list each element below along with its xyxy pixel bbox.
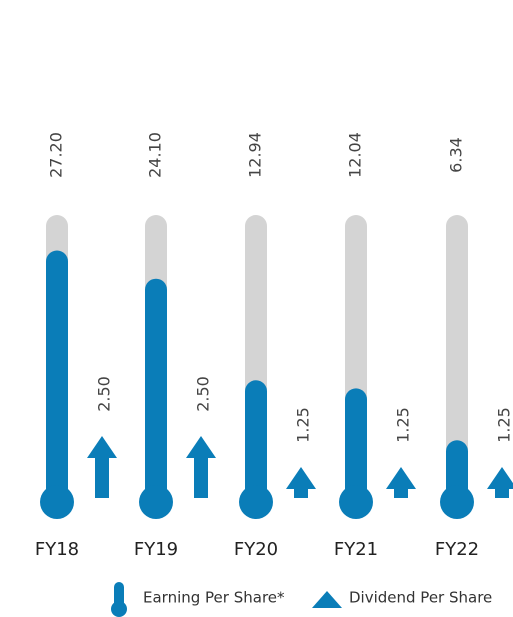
bar xyxy=(145,278,167,502)
bar-base xyxy=(440,485,474,519)
bar xyxy=(245,380,267,502)
dividend-arrow xyxy=(286,466,316,498)
x-tick-label: FY18 xyxy=(35,539,79,560)
value-label: 2.50 xyxy=(95,376,114,412)
legend-icon xyxy=(111,601,127,617)
bar xyxy=(345,388,367,502)
value-label: 2.50 xyxy=(194,376,213,412)
value-label: 1.25 xyxy=(394,407,413,443)
value-label: 12.04 xyxy=(346,132,365,178)
value-label: 6.34 xyxy=(447,137,466,173)
bar-base xyxy=(339,485,373,519)
x-tick-label: FY19 xyxy=(134,539,178,560)
dividend-arrow xyxy=(87,435,117,498)
dividend-arrow xyxy=(386,466,416,498)
legend-label: Dividend Per Share xyxy=(349,589,492,607)
value-label: 1.25 xyxy=(294,407,313,443)
x-tick-label: FY22 xyxy=(435,539,479,560)
value-label: 12.94 xyxy=(246,132,265,178)
bar-base xyxy=(40,485,74,519)
bar-base xyxy=(139,485,173,519)
value-label: 1.25 xyxy=(495,407,513,443)
legend-icon xyxy=(312,591,342,608)
x-tick-label: FY20 xyxy=(234,539,278,560)
bar-base xyxy=(239,485,273,519)
value-label: 24.10 xyxy=(146,132,165,178)
dividend-arrow xyxy=(186,435,216,498)
value-label: 27.20 xyxy=(47,132,66,178)
x-tick-label: FY21 xyxy=(334,539,378,560)
legend-label: Earning Per Share* xyxy=(143,589,285,607)
bar xyxy=(46,250,68,502)
dividend-arrow xyxy=(487,466,513,498)
bar-track xyxy=(446,215,468,498)
